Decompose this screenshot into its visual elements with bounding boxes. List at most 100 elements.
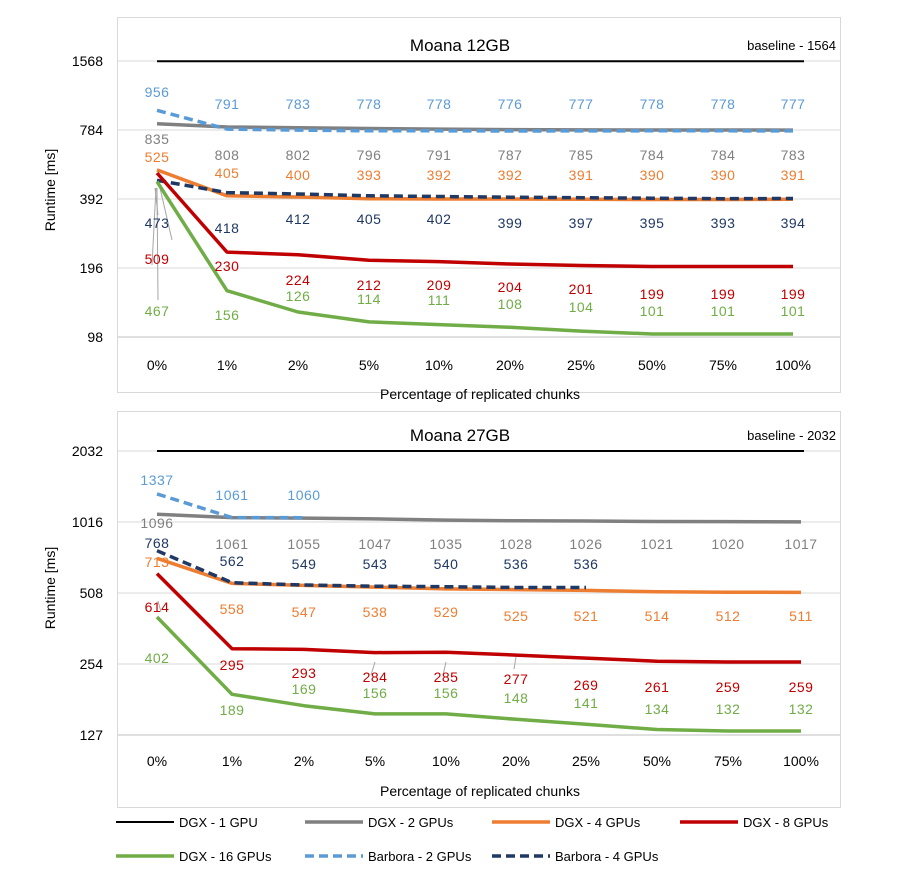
data-label-dgx8: 293	[292, 665, 317, 681]
data-label-dgx2: 1055	[287, 536, 320, 552]
data-label-dgx8: 284	[363, 669, 388, 685]
data-label-dgx4: 390	[640, 167, 665, 183]
data-label-dgx2: 784	[640, 147, 665, 163]
y-tick-label: 2032	[72, 443, 103, 459]
data-label-dgx4: 713	[145, 554, 170, 570]
data-label-dgx8: 201	[569, 281, 594, 297]
legend-label: DGX - 1 GPU	[179, 815, 258, 830]
data-label-barbora2: 778	[640, 96, 665, 112]
chart-frame	[117, 17, 841, 393]
series-line-barbora4	[156, 549, 586, 590]
series-line-dgx8	[155, 572, 801, 664]
data-label-barbora2: 1060	[287, 487, 320, 503]
x-tick-label: 2%	[288, 357, 308, 373]
data-label-dgx16: 169	[292, 681, 317, 697]
legend-item-dgx1: DGX - 1 GPU	[116, 815, 258, 830]
data-label-dgx8: 259	[716, 679, 741, 695]
data-label-dgx2: 802	[286, 147, 311, 163]
x-tick-label: 25%	[567, 357, 595, 373]
data-label-dgx16: 108	[498, 296, 523, 312]
data-label-dgx4: 392	[427, 167, 452, 183]
series-line-barbora2	[156, 108, 794, 133]
data-label-dgx8: 285	[434, 669, 459, 685]
chart-moana-27gb: Moana 27GB baseline - 2032 Runtime [ms] …	[42, 411, 841, 808]
data-label-barbora4: 768	[145, 535, 170, 551]
data-label-barbora4: 402	[427, 211, 452, 227]
y-tick-label: 1568	[72, 53, 103, 69]
data-label-dgx2: 1061	[215, 536, 248, 552]
data-label-dgx8: 269	[574, 677, 599, 693]
x-tick-label: 20%	[502, 753, 530, 769]
data-label-dgx2: 785	[569, 147, 594, 163]
data-label-dgx16: 189	[220, 702, 245, 718]
data-label-barbora2: 778	[427, 96, 452, 112]
series-line-barbora2	[156, 492, 305, 520]
data-label-dgx2: 835	[145, 131, 170, 147]
x-tick-label: 2%	[294, 753, 314, 769]
leader-line	[156, 187, 159, 301]
data-label-dgx4: 393	[357, 167, 382, 183]
data-label-dgx8: 212	[357, 277, 382, 293]
data-label-dgx4: 538	[363, 604, 388, 620]
series-line-dgx16	[155, 180, 793, 336]
x-tick-label: 20%	[496, 357, 524, 373]
data-label-barbora4: 393	[711, 215, 736, 231]
x-tick-label: 0%	[147, 357, 167, 373]
x-tick-label: 75%	[714, 753, 742, 769]
x-tick-label: 0%	[147, 753, 167, 769]
data-label-dgx2: 783	[781, 147, 806, 163]
x-tick-label: 1%	[217, 357, 237, 373]
legend: DGX - 1 GPU DGX - 2 GPUs DGX - 4 GPUs DGX -…	[116, 815, 829, 864]
legend-item-barbora4: Barbora - 4 GPUs	[492, 849, 659, 864]
data-label-barbora2: 777	[569, 96, 594, 112]
data-label-dgx16: 141	[574, 695, 599, 711]
data-label-barbora4: 394	[781, 215, 806, 231]
data-label-barbora4: 536	[574, 556, 599, 572]
data-label-dgx4: 400	[286, 167, 311, 183]
data-label-dgx2: 1047	[358, 536, 391, 552]
data-label-dgx8: 224	[286, 272, 311, 288]
data-label-dgx8: 295	[220, 657, 245, 673]
data-label-barbora4: 549	[292, 556, 317, 572]
data-label-dgx4: 511	[789, 608, 813, 624]
data-label-barbora4: 397	[569, 215, 594, 231]
leader-line	[442, 661, 447, 676]
legend-label: Barbora - 2 GPUs	[368, 849, 472, 864]
y-tick-label: 127	[80, 727, 104, 743]
y-tick-label: 392	[80, 191, 104, 207]
data-label-dgx4: 390	[711, 167, 736, 183]
data-label-barbora4: 405	[357, 211, 382, 227]
data-label-dgx8: 277	[504, 671, 529, 687]
data-label-dgx16: 467	[145, 303, 170, 319]
data-label-dgx2: 1096	[140, 515, 173, 531]
data-label-dgx8: 199	[711, 286, 736, 302]
data-label-dgx8: 509	[145, 251, 170, 267]
y-tick-label: 196	[80, 260, 104, 276]
data-label-dgx2: 796	[357, 147, 382, 163]
data-label-barbora4: 473	[145, 215, 170, 231]
chart-moana-12gb: Moana 12GB baseline - 1564 Runtime [ms] …	[42, 17, 841, 402]
x-tick-label: 10%	[432, 753, 460, 769]
data-label-barbora2: 776	[498, 96, 523, 112]
y-axis-label: Runtime [ms]	[42, 149, 58, 231]
leader-line	[157, 600, 162, 613]
data-label-dgx2: 787	[498, 147, 523, 163]
data-label-dgx4: 521	[574, 608, 599, 624]
data-label-barbora2: 778	[711, 96, 736, 112]
data-label-dgx4: 525	[504, 608, 529, 624]
leader-line	[513, 656, 517, 670]
legend-label: DGX - 2 GPUs	[368, 815, 454, 830]
data-label-dgx4: 529	[434, 604, 459, 620]
data-label-dgx4: 392	[498, 167, 523, 183]
data-label-dgx2: 1028	[499, 536, 532, 552]
data-label-dgx4: 514	[645, 608, 670, 624]
series-line-dgx16	[155, 615, 801, 733]
data-label-dgx2: 808	[215, 147, 240, 163]
data-label-dgx2: 791	[427, 147, 452, 163]
data-label-dgx16: 114	[357, 291, 381, 307]
data-label-barbora2: 791	[215, 96, 240, 112]
legend-label: DGX - 8 GPUs	[743, 815, 829, 830]
data-label-dgx2: 1026	[569, 536, 602, 552]
data-label-barbora2: 777	[781, 96, 806, 112]
